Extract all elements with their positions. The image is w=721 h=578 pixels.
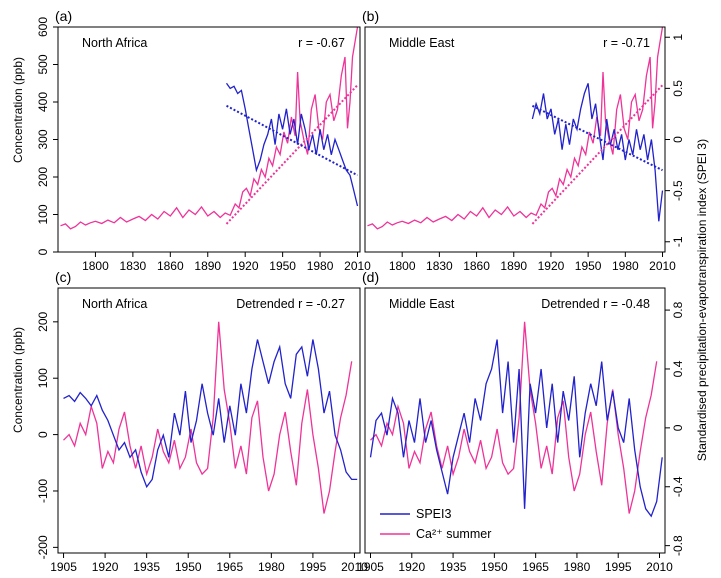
panel-b-region-label: Middle East (389, 36, 455, 50)
left-axis-label-lower: Concentration (ppb) (11, 327, 25, 433)
panel-b-ytick-right-label-1: 1 (671, 34, 685, 41)
panel-a-xtick-label-1950: 1950 (269, 259, 296, 273)
panel-d-xtick-label-1935: 1935 (440, 560, 467, 574)
panel-b-spei-trend (531, 104, 663, 172)
panel-a-xtick-label-1860: 1860 (157, 259, 184, 273)
panel-a-xtick-label-1890: 1890 (194, 259, 221, 273)
panel-a-spei-series (225, 82, 359, 207)
panel-c-label: (c) (55, 269, 71, 285)
panel-b-ca-series (367, 26, 664, 230)
panel-d-ytick-right-label-0.8: 0.8 (671, 301, 685, 318)
panel-c-xtick-label-1935: 1935 (133, 560, 160, 574)
panel-b-xtick-label-1890: 1890 (500, 259, 527, 273)
panel-c-xtick-label-1980: 1980 (258, 560, 285, 574)
panel-d-frame (364, 287, 666, 554)
panel-c-xtick-label-1950: 1950 (175, 560, 202, 574)
panel-a-xtick-label-1920: 1920 (232, 259, 259, 273)
panel-d-ytick-right-label--0.4: -0.4 (671, 476, 685, 497)
panel-b-xtick-label-1920: 1920 (538, 259, 565, 273)
panel-a-ytick-left-label-300: 300 (36, 129, 50, 149)
panel-a-ytick-left-label-0: 0 (36, 248, 50, 255)
legend-label-ca: Ca²⁺ summer (416, 527, 491, 541)
panel-a-xtick-label-1830: 1830 (120, 259, 147, 273)
panel-c-xtick-label-1905: 1905 (50, 560, 77, 574)
panel-b-ytick-right-label--1: -1 (671, 236, 685, 247)
panel-c-frame (57, 287, 361, 554)
panel-c-xtick-label-1965: 1965 (216, 560, 243, 574)
panel-c-ca-series (63, 321, 353, 514)
panel-b-label: (b) (362, 8, 379, 24)
panel-a-ytick-left-label-200: 200 (36, 167, 50, 187)
panel-d-xtick-label-1995: 1995 (605, 560, 632, 574)
panel-a-xtick-label-1800: 1800 (82, 259, 109, 273)
panel-c-region-label: North Africa (82, 297, 147, 311)
panel-d-ca-series (370, 321, 658, 514)
right-axis-label: Standardised precipitation-evapotranspir… (695, 139, 709, 461)
panel-a-frame (57, 26, 361, 253)
panel-c-ytick-left-label--200: -200 (36, 535, 50, 559)
panel-a-ca-series (60, 26, 359, 230)
panel-d-xtick-label-1950: 1950 (481, 560, 508, 574)
panel-a-ytick-left-label-600: 600 (36, 17, 50, 37)
panel-d-spei-series (369, 339, 663, 518)
panel-d-xtick-label-1965: 1965 (522, 560, 549, 574)
panel-b-xtick-label-1830: 1830 (426, 259, 453, 273)
panel-b-ytick-right-label-0.5: 0.5 (671, 80, 685, 97)
panel-c-ytick-left-label-0: 0 (36, 431, 50, 438)
panel-b-stat-label: r = -0.71 (603, 36, 650, 50)
panel-b-xtick-label-1950: 1950 (575, 259, 602, 273)
panel-b-xtick-label-1980: 1980 (612, 259, 639, 273)
panel-b-xtick-label-1800: 1800 (389, 259, 416, 273)
panel-c-spei-series (63, 339, 358, 489)
panel-a-ytick-left-label-500: 500 (36, 54, 50, 74)
panel-a-spei-trend (226, 104, 358, 177)
panel-a-label: (a) (55, 8, 72, 24)
panel-b-ytick-right-label-0: 0 (671, 136, 685, 143)
panel-d-ytick-right-label--0.8: -0.8 (671, 535, 685, 556)
panel-b-spei-series (531, 83, 664, 222)
panel-c-xtick-label-1920: 1920 (92, 560, 119, 574)
panel-d-region-label: Middle East (389, 297, 455, 311)
panel-a-xtick-label-1980: 1980 (307, 259, 334, 273)
panel-d-stat-label: Detrended r = -0.48 (541, 297, 650, 311)
panel-c-ytick-left-label-200: 200 (36, 311, 50, 331)
panel-a-xtick-label-2010: 2010 (344, 259, 371, 273)
panel-d-xtick-label-1920: 1920 (398, 560, 425, 574)
panel-c-stat-label: Detrended r = -0.27 (236, 297, 345, 311)
panel-d-label: (d) (362, 269, 379, 285)
legend: SPEI3 Ca²⁺ summer (380, 507, 491, 541)
panel-d-ytick-right-label-0.4: 0.4 (671, 360, 685, 377)
panel-a-ytick-left-label-400: 400 (36, 92, 50, 112)
panel-d-ytick-right-label-0: 0 (671, 424, 685, 431)
panel-c-xtick-label-1995: 1995 (300, 560, 327, 574)
plots-layer: 1800 1830 1860 1890 1920 1950 1980 201001002003… (36, 8, 685, 574)
panel-a-stat-label: r = -0.67 (298, 36, 345, 50)
legend-label-spei: SPEI3 (416, 507, 451, 521)
panel-a-ytick-left-label-100: 100 (36, 204, 50, 224)
panel-b-xtick-label-1860: 1860 (463, 259, 490, 273)
panel-c-ytick-left-label--100: -100 (36, 479, 50, 503)
panel-a-region-label: North Africa (82, 36, 147, 50)
panel-d-xtick-label-2010: 2010 (646, 560, 673, 574)
panel-c-ytick-left-label-100: 100 (36, 368, 50, 388)
panel-b-ytick-right-label--0.5: -0.5 (671, 180, 685, 201)
panel-d-xtick-label-1905: 1905 (357, 560, 384, 574)
panel-b-xtick-label-2010: 2010 (649, 259, 676, 273)
panel-d-xtick-label-1980: 1980 (564, 560, 591, 574)
left-axis-label: Concentration (ppb) (11, 57, 25, 163)
panel-c-xtick-label-2010: 2010 (341, 560, 368, 574)
panel-b-ca-trend (531, 84, 664, 225)
